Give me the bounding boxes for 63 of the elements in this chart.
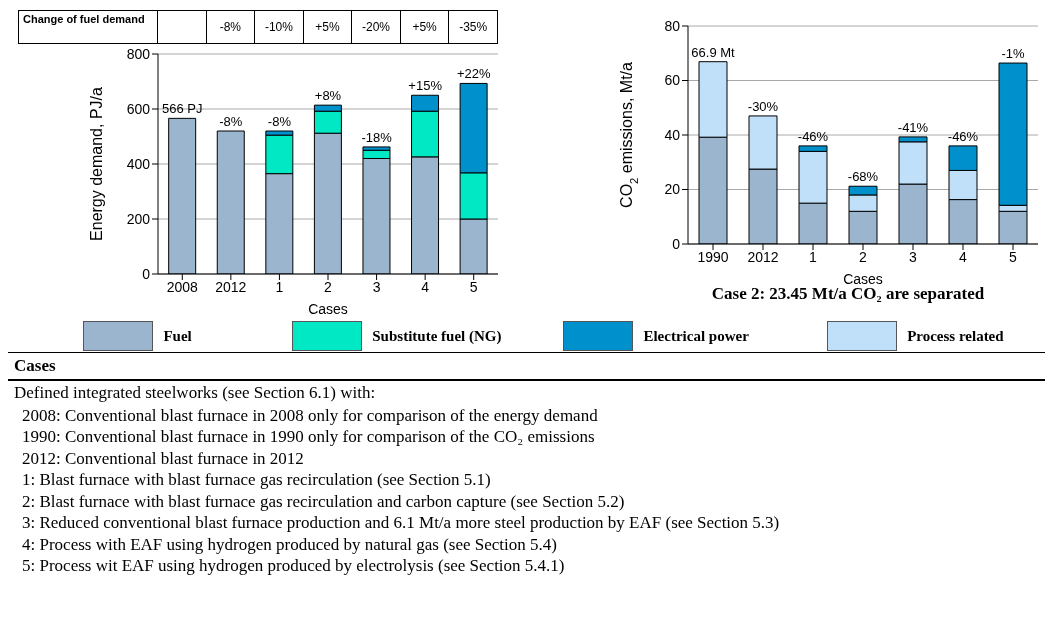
annotation: 66.9 Mt: [691, 44, 736, 60]
text: Change of fuel demand: [18, 10, 158, 44]
annotation: +22%: [456, 66, 491, 82]
y-tick-label: 0: [672, 235, 681, 252]
text: +5%: [400, 10, 450, 44]
x-tick-label: 2008: [166, 278, 199, 295]
text: -10%: [255, 10, 304, 44]
x-tick-label: 4: [421, 278, 430, 295]
annotation: -30%: [747, 98, 779, 114]
text: -8%: [206, 10, 256, 44]
annotation: -46%: [797, 128, 829, 144]
text: -20%: [352, 10, 401, 44]
annotation: -18%: [361, 129, 393, 145]
annotation: -8%: [267, 114, 292, 129]
x-axis-title: Cases: [843, 271, 883, 287]
y-tick-label: 40: [664, 126, 681, 143]
text: 5: Process wit EAF using hydrogen produced by electrolysis (see Section 5.4.1): [21, 555, 566, 577]
annotation: -8%: [219, 114, 243, 129]
y-tick-label: 20: [664, 181, 681, 198]
y-axis-title: Energy demand, PJ/a: [88, 86, 105, 241]
x-tick-label: 1: [809, 248, 818, 265]
x-tick-label: 2012: [215, 278, 247, 295]
text: +5%: [303, 10, 353, 44]
text: 1990: Conventional blast furnace in 1990 only for comparison of the CO₂ emissions: [21, 426, 596, 448]
text: Defined integrated steelworks (see Section 6.1) with:: [13, 382, 377, 404]
x-tick-label: 4: [959, 248, 968, 265]
annotation: +15%: [408, 78, 443, 94]
text: 2008: Conventional blast furnace in 2008 only for comparison of the energy demand: [21, 404, 599, 426]
x-tick-label: 1990: [697, 248, 729, 265]
legend-label: Substitute fuel (NG): [372, 327, 502, 345]
x-tick-label: 5: [469, 278, 478, 295]
legend-label: Fuel: [163, 327, 192, 345]
x-axis-title: Cases: [308, 301, 348, 317]
annotation: -68%: [847, 169, 879, 185]
annotation: -1%: [1001, 46, 1025, 62]
x-tick-label: 3: [909, 248, 918, 265]
text: -35%: [449, 10, 498, 44]
annotation: -41%: [897, 119, 929, 135]
y-tick-label: 200: [126, 210, 151, 227]
annotation: -46%: [947, 128, 979, 144]
y-tick-label: 60: [664, 72, 681, 89]
text: 4: Process with EAF using hydrogen produced by natural gas (see Section 5.4): [21, 533, 558, 555]
y-tick-label: 400: [126, 155, 151, 172]
x-tick-label: 2: [859, 248, 868, 265]
y-tick-label: 80: [664, 17, 681, 34]
text: Case 2: 23.45 Mt/a CO₂ are separated: [710, 284, 986, 304]
text: 1: Blast furnace with blast furnace gas recirculation (see Section 5.1): [21, 469, 492, 491]
x-tick-label: 1: [275, 278, 284, 295]
y-tick-label: 800: [126, 45, 151, 62]
text: 2012: Conventional blast furnace in 2012: [21, 447, 305, 469]
y-tick-label: 600: [126, 100, 151, 117]
legend-label: Electrical power: [643, 327, 749, 345]
x-tick-label: 2: [324, 278, 333, 295]
annotation: 566 PJ: [162, 101, 203, 117]
x-tick-label: 3: [372, 278, 381, 295]
x-tick-label: 2012: [747, 248, 779, 265]
x-tick-label: 5: [1009, 248, 1018, 265]
legend-label: Process related: [907, 327, 1004, 345]
text: 2: Blast furnace with blast furnace gas recirculation and carbon capture (see Section 5.2): [21, 490, 626, 512]
text: 3: Reduced conventional blast furnace production and 6.1 Mt/a more steel production by EAF (see Section 5.3): [21, 512, 781, 534]
y-tick-label: 0: [142, 265, 151, 282]
annotation: +8%: [314, 88, 342, 104]
text: Cases: [8, 353, 1045, 381]
